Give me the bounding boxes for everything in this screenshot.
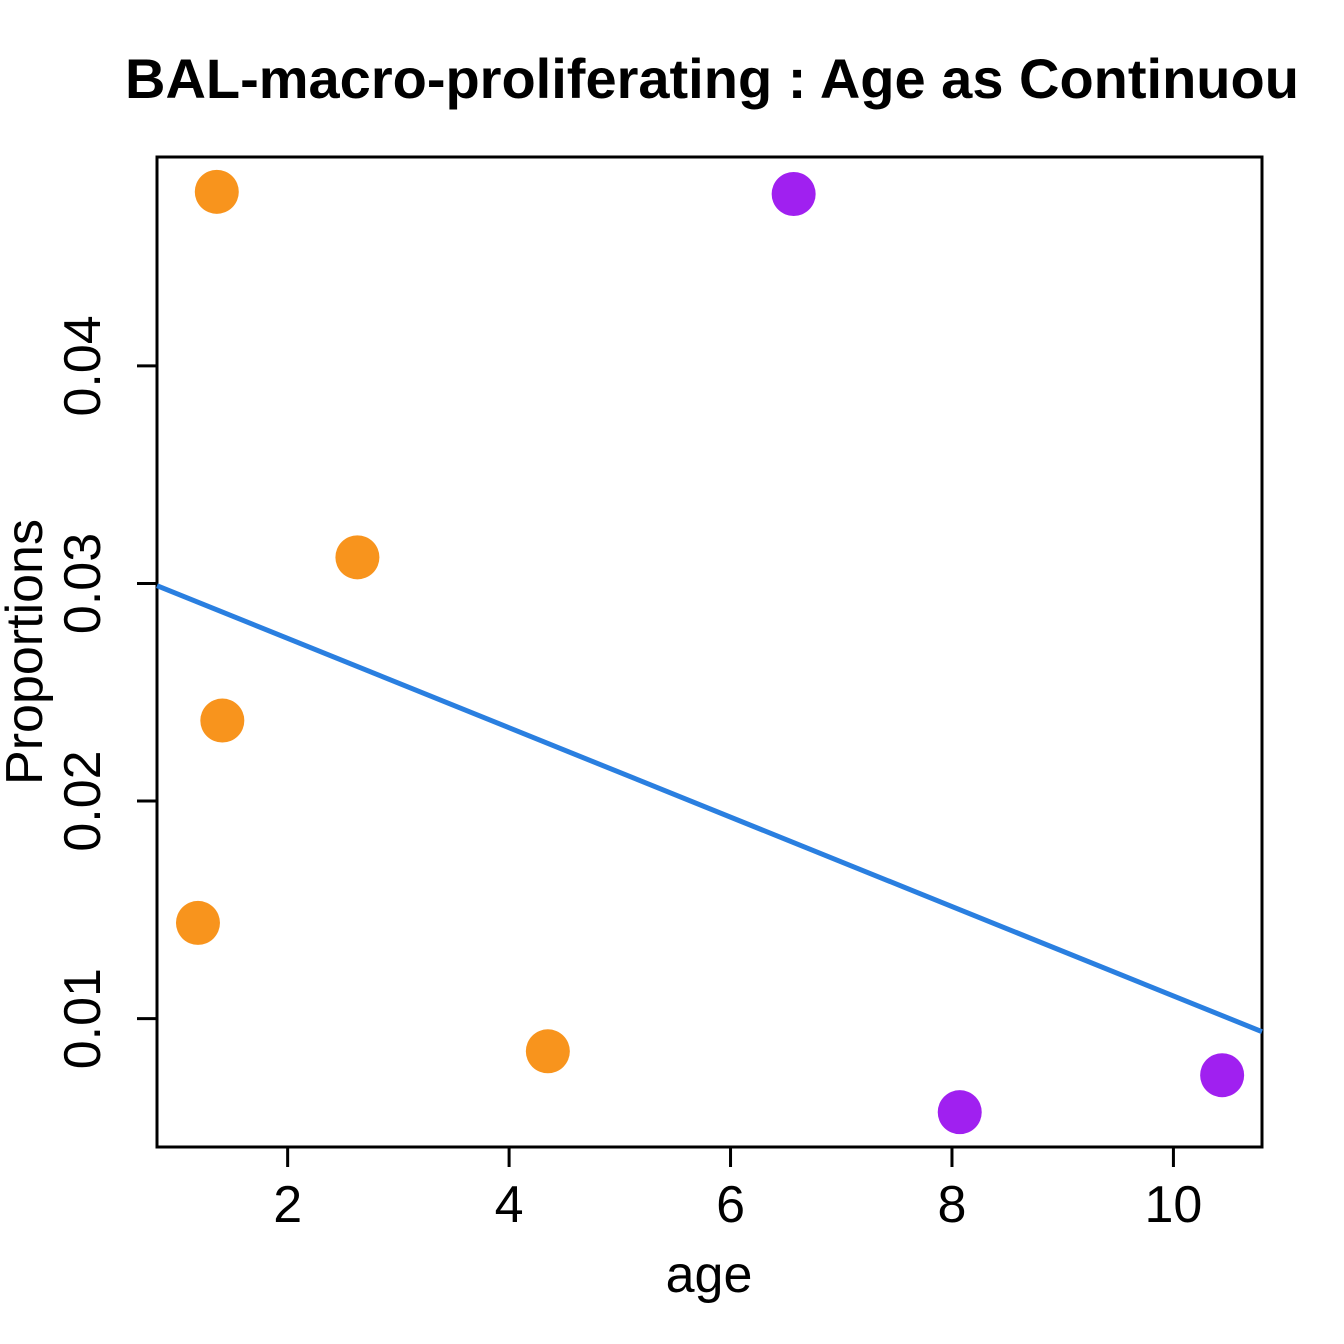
data-point-orange-group — [335, 535, 380, 580]
x-tick-label: 2 — [273, 1176, 302, 1234]
data-points-group — [175, 169, 1245, 1135]
x-axis-label: age — [666, 1246, 753, 1304]
data-point-purple-group — [1200, 1053, 1245, 1098]
regression-line-group — [156, 583, 1263, 1034]
data-point-purple-group — [937, 1090, 982, 1135]
x-tick-label: 10 — [1145, 1176, 1203, 1234]
x-axis: 2 4 6 8 10 — [273, 1147, 1202, 1234]
data-point-orange-group — [175, 900, 220, 945]
data-point-orange-group — [200, 698, 245, 743]
y-tick-label: 0.04 — [54, 315, 112, 416]
x-tick-label: 6 — [716, 1176, 745, 1234]
data-point-orange-group — [194, 169, 239, 214]
plot-area-border — [155, 155, 1264, 1149]
chart-title: BAL-macro-proliferating : Age as Continu… — [125, 47, 1299, 110]
regression-line — [156, 583, 1263, 1034]
data-point-purple-group — [771, 171, 816, 216]
x-tick-label: 4 — [495, 1176, 524, 1234]
data-point-orange-group — [525, 1029, 570, 1074]
y-tick-label: 0.01 — [54, 968, 112, 1069]
x-tick-label: 8 — [938, 1176, 967, 1234]
y-axis: 0.01 0.02 0.03 0.04 — [54, 315, 157, 1069]
y-tick-label: 0.03 — [54, 533, 112, 634]
y-axis-label: Proportions — [0, 519, 54, 785]
y-tick-label: 0.02 — [54, 750, 112, 851]
